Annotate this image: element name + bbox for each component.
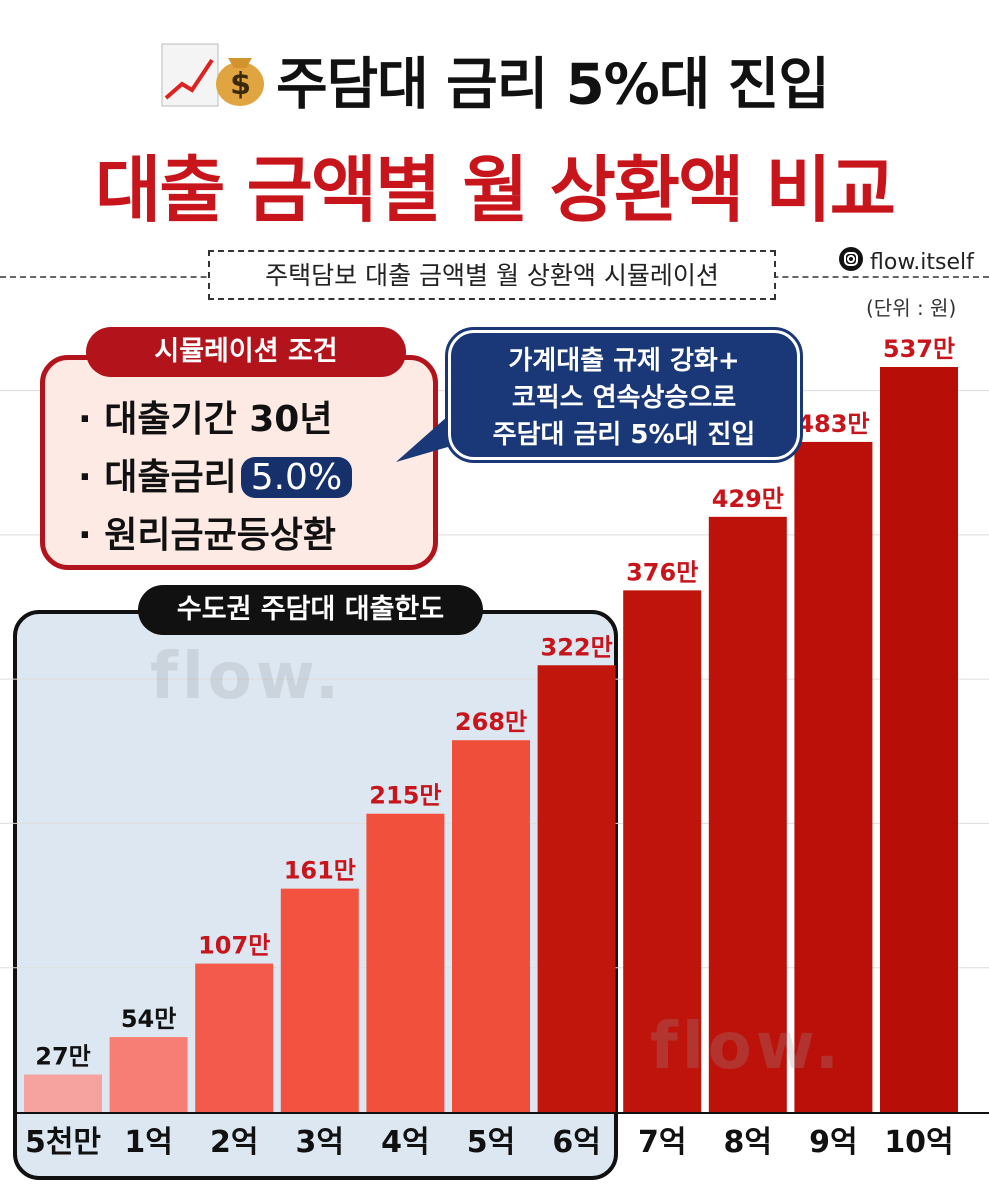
rate-badge: 5.0% bbox=[240, 457, 353, 498]
bar-9억 bbox=[794, 441, 873, 1112]
category-label: 1억 bbox=[124, 1125, 172, 1160]
title-line1: 주담대 금리 5%대 진입 bbox=[276, 52, 830, 118]
category-label: 5억 bbox=[467, 1125, 515, 1160]
page-title: $ 주담대 금리 5%대 진입 bbox=[0, 40, 989, 130]
data-label: 537만 bbox=[883, 335, 955, 363]
category-label: 6억 bbox=[552, 1125, 600, 1160]
category-label: 4억 bbox=[381, 1125, 429, 1160]
instagram-icon bbox=[838, 246, 864, 278]
callout-bubble: 가계대출 규제 강화+ 코픽스 연속상승으로 주담대 금리 5%대 진입 bbox=[445, 327, 803, 463]
data-label: 322만 bbox=[541, 633, 613, 661]
data-label: 268만 bbox=[455, 708, 527, 736]
bar-6억 bbox=[537, 665, 616, 1112]
category-label: 5천만 bbox=[25, 1125, 101, 1160]
callout-line1: 가계대출 규제 강화+ bbox=[508, 346, 740, 376]
watermark-top: flow. bbox=[150, 640, 344, 714]
category-label: 10억 bbox=[884, 1125, 953, 1160]
callout-line2: 코픽스 연속상승으로 bbox=[511, 383, 737, 413]
bar-3억 bbox=[280, 888, 359, 1112]
bar-7억 bbox=[623, 590, 702, 1112]
bar-4억 bbox=[366, 813, 445, 1112]
chart-trend-money-bag-icon: $ bbox=[160, 40, 270, 137]
category-label: 3억 bbox=[296, 1125, 344, 1160]
chart-title: 주택담보 대출 금액별 월 상환액 시뮬레이션 bbox=[208, 250, 776, 300]
data-label: 27만 bbox=[35, 1043, 90, 1071]
data-label: 483만 bbox=[797, 410, 869, 438]
region-title: 수도권 주담대 대출한도 bbox=[138, 585, 483, 635]
conditions-box bbox=[40, 355, 438, 570]
bar-10억 bbox=[880, 367, 958, 1112]
category-label: 8억 bbox=[724, 1125, 772, 1160]
conditions-title: 시뮬레이션 조건 bbox=[86, 327, 406, 377]
category-label: 9억 bbox=[809, 1125, 857, 1160]
bar-2억 bbox=[195, 963, 274, 1112]
bar-1억 bbox=[109, 1037, 188, 1112]
category-label: 7억 bbox=[638, 1125, 686, 1160]
instagram-handle: flow.itself bbox=[838, 246, 974, 278]
data-label: 376만 bbox=[626, 558, 698, 586]
svg-text:$: $ bbox=[230, 67, 250, 102]
data-label: 54만 bbox=[121, 1005, 176, 1033]
callout-line3: 주담대 금리 5%대 진입 bbox=[492, 420, 756, 450]
condition-rate: · 대출금리 5.0% bbox=[78, 448, 353, 500]
bar-5억 bbox=[452, 740, 530, 1112]
data-label: 161만 bbox=[284, 857, 356, 885]
data-label: 429만 bbox=[712, 485, 784, 513]
condition-method: · 원리금균등상환 bbox=[78, 515, 337, 556]
handle-text: flow.itself bbox=[870, 249, 974, 275]
page-subtitle: 대출 금액별 월 상환액 비교 bbox=[95, 148, 896, 232]
unit-label: (단위 : 원) bbox=[866, 296, 957, 320]
bar-8억 bbox=[708, 516, 787, 1112]
bar-5천만 bbox=[24, 1074, 102, 1112]
data-label: 107만 bbox=[198, 932, 270, 960]
watermark-bottom: flow. bbox=[650, 1010, 844, 1084]
data-label: 215만 bbox=[369, 782, 441, 810]
condition-term: · 대출기간 30년 bbox=[78, 399, 333, 440]
category-label: 2억 bbox=[210, 1125, 258, 1160]
condition-rate-label: · 대출금리 bbox=[78, 457, 237, 498]
